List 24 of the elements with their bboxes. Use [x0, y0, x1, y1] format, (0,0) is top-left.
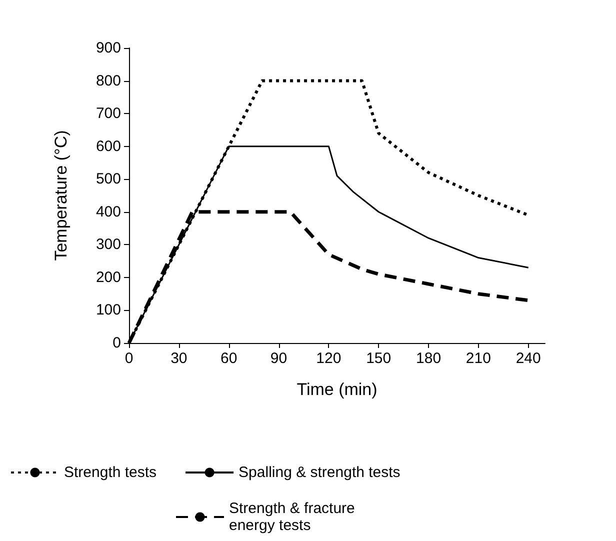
- x-tick-label: 240: [516, 350, 541, 367]
- y-tick-label: 200: [96, 268, 121, 286]
- y-tick-label: 500: [96, 170, 121, 188]
- y-tick-label: 900: [96, 40, 121, 56]
- x-tick-label: 0: [124, 350, 134, 367]
- y-tick-label: 400: [96, 203, 121, 220]
- y-tick-label: 100: [96, 302, 121, 319]
- legend-label: Spalling & strength tests: [238, 464, 400, 481]
- x-tick-label: 90: [270, 350, 288, 367]
- legend-label: Strength & fracture energy tests: [229, 500, 360, 534]
- y-tick-label: 800: [96, 72, 121, 90]
- y-tick-label: 300: [96, 236, 121, 254]
- y-tick-label: 600: [96, 138, 121, 155]
- x-axis-title: Time (min): [296, 380, 378, 399]
- y-tick-label: 700: [96, 105, 121, 122]
- y-tick-label: 0: [112, 334, 121, 352]
- x-tick-label: 120: [316, 350, 342, 367]
- x-tick-label: 180: [416, 350, 442, 367]
- x-tick-label: 210: [466, 350, 491, 367]
- x-tick-label: 150: [366, 350, 392, 367]
- legend-label: Strength tests: [64, 464, 157, 481]
- x-tick-label: 60: [220, 350, 238, 367]
- y-axis-title: Temperature (°C): [52, 130, 70, 261]
- x-tick-label: 30: [170, 350, 188, 367]
